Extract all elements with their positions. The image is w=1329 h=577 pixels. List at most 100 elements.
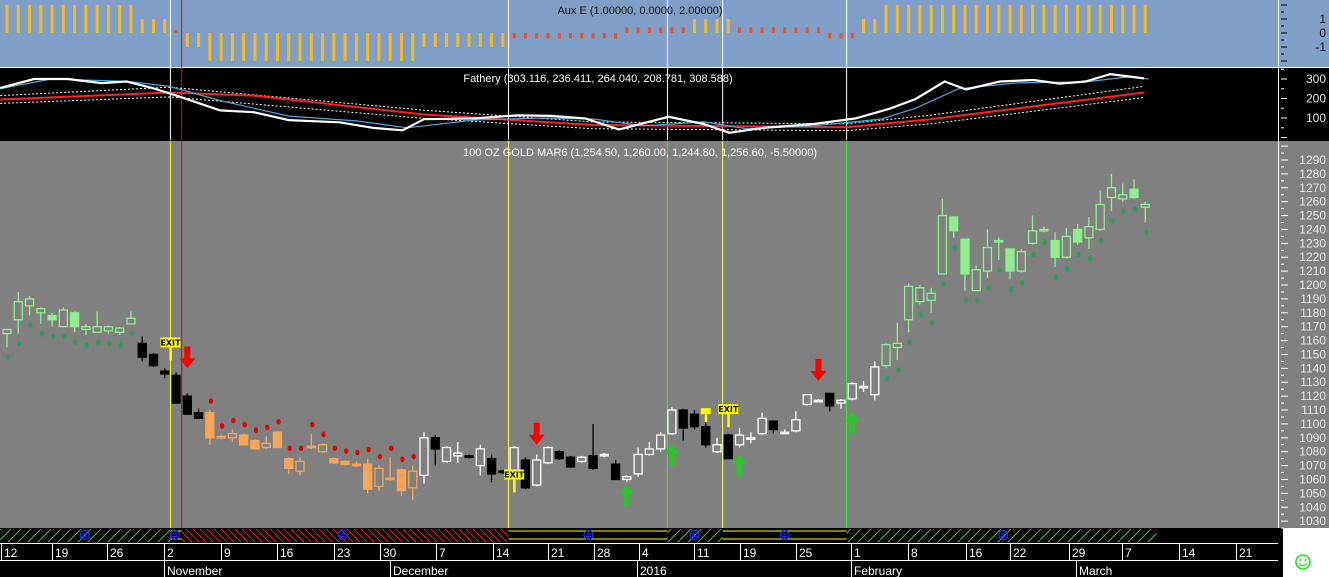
face-icon-outline — [779, 529, 790, 541]
aux-bar — [467, 33, 471, 47]
date-label: 11 — [697, 546, 710, 560]
candle-body — [915, 287, 925, 303]
date-label: 29 — [1072, 546, 1086, 560]
arrow-up-icon — [618, 484, 635, 507]
candle-body — [272, 431, 283, 449]
candle — [36, 307, 46, 324]
stop-dot — [929, 319, 935, 326]
candle — [182, 393, 192, 415]
candle — [836, 398, 846, 409]
candle — [69, 311, 80, 333]
aux-bar — [50, 5, 54, 33]
candle-body — [92, 326, 102, 333]
candle-body — [13, 301, 23, 321]
aux-bar — [1076, 5, 1080, 33]
candle-body — [261, 442, 271, 449]
price-axis-label: 1130 — [1300, 375, 1326, 389]
aux-bar — [411, 33, 415, 61]
aux-bar — [625, 27, 629, 33]
stop-dot — [1076, 251, 1081, 258]
candle-body — [892, 342, 902, 349]
aux-bar — [1042, 5, 1046, 33]
candle — [362, 458, 373, 494]
candle — [746, 432, 756, 444]
aux-title: Aux E (1.00000, 0.0000, 2.00000) — [557, 5, 722, 17]
candle-body — [408, 470, 418, 489]
candle — [960, 238, 970, 291]
candle — [1073, 223, 1083, 245]
price-axis[interactable] — [1278, 141, 1329, 528]
stop-dot — [231, 417, 236, 424]
exit-flag[interactable]: EXIT — [160, 337, 181, 361]
candle-body — [1118, 194, 1128, 200]
candle-body — [227, 432, 238, 439]
exit-flag[interactable]: EXIT — [504, 469, 525, 493]
candle — [239, 433, 249, 446]
candle — [374, 465, 384, 491]
candle — [813, 398, 824, 403]
face-icon-outline — [689, 529, 700, 541]
candle-body — [689, 413, 700, 428]
price-axis-label: 1090 — [1299, 431, 1326, 445]
stop-dot — [941, 281, 946, 287]
aux-bar — [918, 5, 922, 33]
stop-dot — [17, 340, 22, 347]
aux-bar — [828, 33, 832, 39]
aux-bar — [940, 5, 944, 33]
candle — [227, 429, 238, 442]
candle — [532, 454, 542, 487]
candle — [430, 435, 440, 466]
fathery-mid-line — [0, 91, 1145, 129]
aux-bar — [805, 27, 809, 33]
price-axis-label: 1200 — [1299, 278, 1326, 292]
fathery-panel[interactable] — [0, 68, 1278, 140]
price-axis-label: 1270 — [1299, 181, 1326, 195]
exit-flag[interactable] — [700, 408, 711, 423]
aux-bar — [152, 19, 156, 33]
aux-bar — [95, 5, 99, 33]
aux-bar — [73, 5, 77, 33]
fathery-main-line — [0, 72, 1145, 134]
aux-bar — [399, 33, 403, 61]
stop-dot — [896, 367, 901, 373]
candle — [24, 296, 35, 316]
aux-bar — [61, 5, 65, 33]
stop-dot — [107, 340, 112, 347]
candle-body — [881, 344, 891, 367]
stop-dot — [884, 375, 890, 382]
candle — [486, 454, 497, 483]
candle — [825, 392, 835, 412]
stop-dot — [62, 333, 67, 340]
candle-body — [374, 467, 384, 488]
candle — [588, 423, 598, 470]
candle-body — [678, 409, 688, 429]
candle-body — [306, 445, 316, 449]
stop-dot — [73, 339, 78, 346]
stop-dot — [118, 342, 123, 348]
candle — [892, 322, 902, 361]
stop-dot — [253, 427, 259, 433]
candle-body — [836, 399, 846, 404]
aux-bar — [309, 33, 313, 61]
stop-dot — [997, 267, 1002, 273]
candle — [250, 439, 260, 450]
exit-flag-label: EXIT — [718, 405, 739, 414]
exit-flag[interactable]: EXIT — [718, 404, 739, 428]
candle-body — [858, 385, 869, 389]
aux-bar — [974, 5, 978, 33]
candle-body — [960, 238, 970, 275]
price-axis-label: 1110 — [1301, 403, 1326, 417]
candle — [1039, 226, 1049, 233]
candle-body — [160, 370, 170, 375]
price-axis-label: 1160 — [1300, 334, 1326, 348]
status-area — [1283, 528, 1329, 577]
candle — [453, 441, 463, 463]
date-label: 19 — [55, 546, 69, 560]
candle — [115, 326, 125, 336]
candle — [903, 283, 914, 333]
candle — [915, 285, 925, 305]
candle — [58, 307, 68, 328]
candle-body — [396, 469, 407, 492]
aux-bar — [512, 33, 516, 39]
